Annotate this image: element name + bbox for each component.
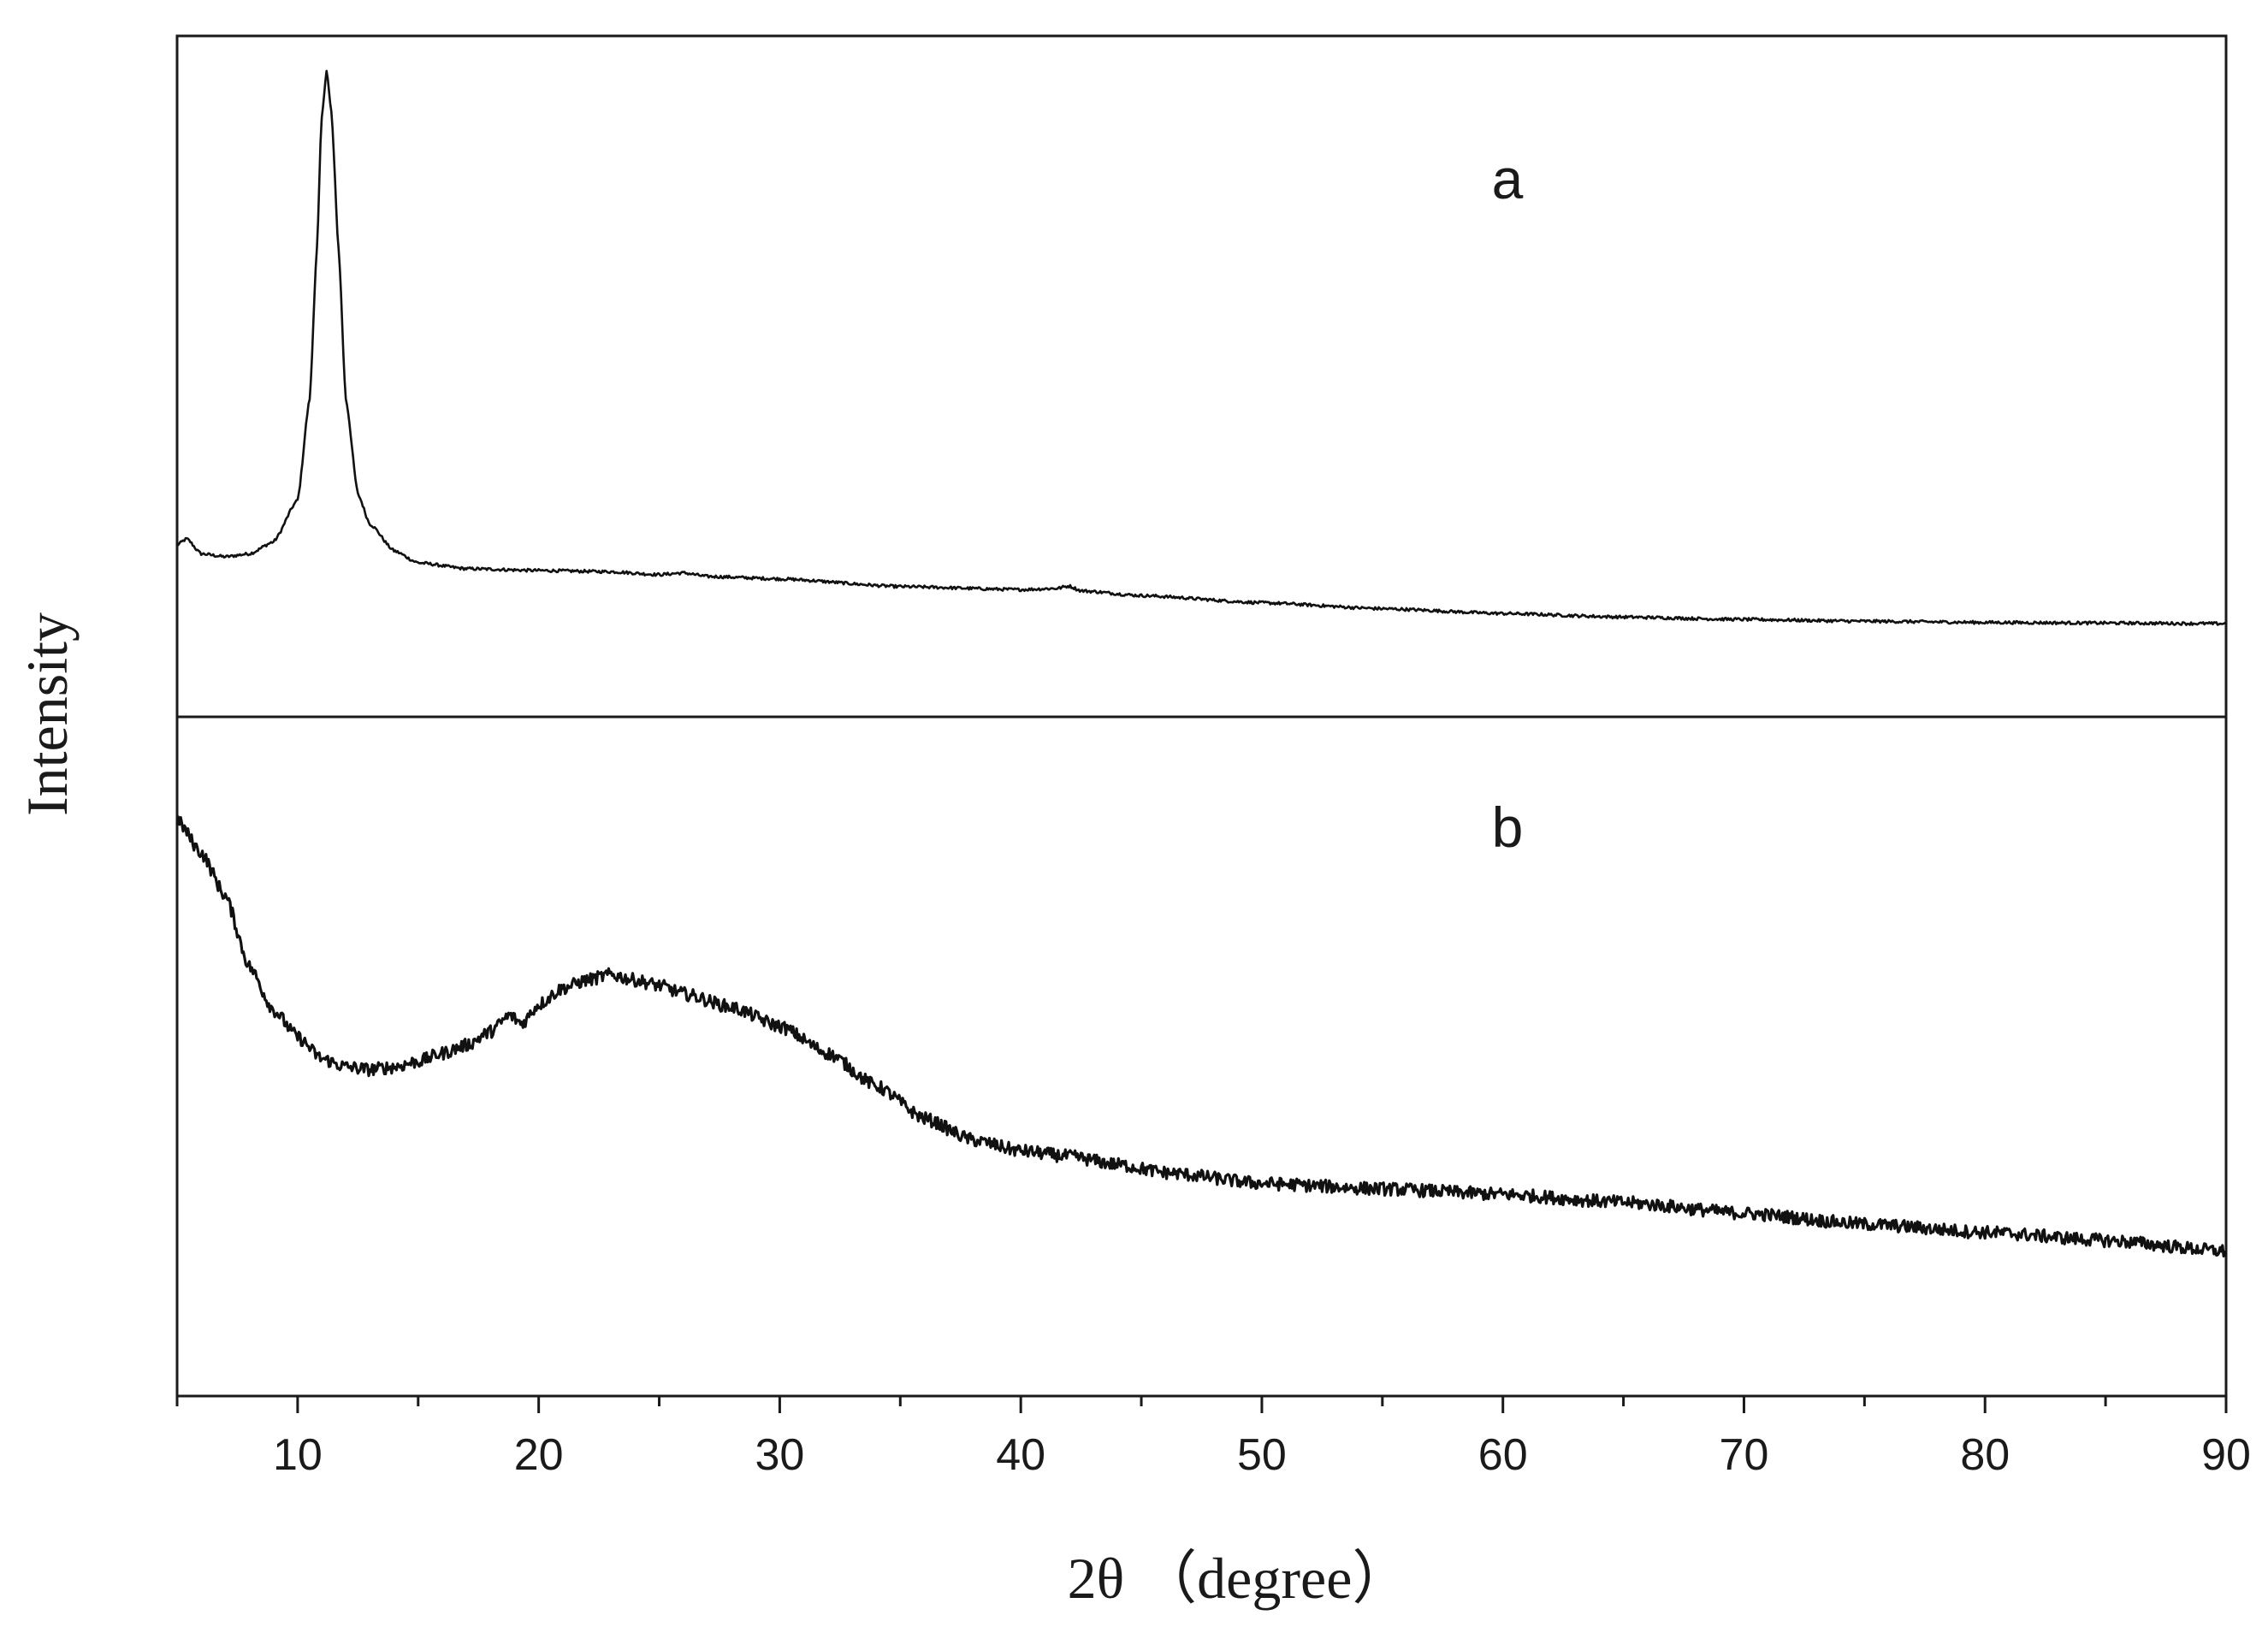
traces bbox=[175, 69, 2228, 1258]
trace-a bbox=[176, 69, 2227, 626]
x-tick-label-70: 70 bbox=[1720, 1430, 1769, 1480]
x-tick-label-20: 20 bbox=[514, 1430, 564, 1480]
x-axis-title: 2θ （degree） bbox=[1068, 1546, 1411, 1611]
x-axis-ticks bbox=[175, 1396, 2228, 1413]
x-tick-label-60: 60 bbox=[1478, 1430, 1528, 1480]
panel-label-a: a bbox=[1492, 147, 1524, 210]
x-tick-label-90: 90 bbox=[2201, 1430, 2251, 1480]
y-axis-title: Intensity bbox=[15, 612, 80, 816]
x-tick-label-10: 10 bbox=[273, 1430, 323, 1480]
x-tick-label-80: 80 bbox=[1960, 1430, 2010, 1480]
panel-label-b: b bbox=[1492, 796, 1524, 859]
x-tick-label-50: 50 bbox=[1237, 1430, 1287, 1480]
plot-frame bbox=[175, 34, 2228, 1398]
x-tick-label-30: 30 bbox=[755, 1430, 804, 1480]
x-axis-tick-labels: 10 20 30 40 50 60 70 80 90 bbox=[273, 1430, 2251, 1480]
x-tick-label-40: 40 bbox=[996, 1430, 1045, 1480]
trace-b bbox=[175, 815, 2228, 1258]
